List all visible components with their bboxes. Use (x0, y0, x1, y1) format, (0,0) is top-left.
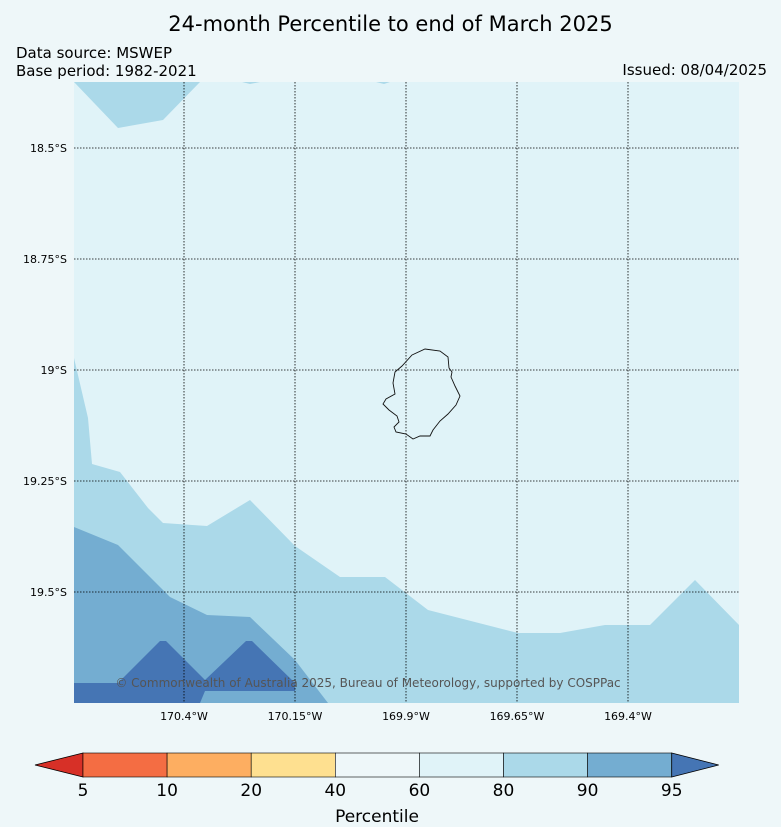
colorbar-tick-label: 60 (409, 781, 431, 801)
map-area: © Commonwealth of Australia 2025, Bureau… (74, 82, 739, 703)
colorbar-tick-label: 10 (156, 781, 178, 801)
colorbar-tick-label: 5 (78, 781, 89, 801)
percentile-90-95-fleck (242, 82, 260, 84)
colorbar: 5 10 20 40 60 80 90 95 (34, 752, 719, 801)
colorbar-segment (334, 752, 420, 778)
lat-label: 19°S (41, 364, 67, 377)
colorbar-tick-label: 95 (661, 781, 683, 801)
lon-label: 169.4°W (604, 710, 652, 723)
colorbar-title: Percentile (335, 807, 419, 827)
colorbar-segment (166, 752, 252, 778)
issued-date-label: Issued: 08/04/2025 (622, 61, 767, 79)
colorbar-tick-label: 20 (240, 781, 262, 801)
colorbar-tick-label: 90 (577, 781, 599, 801)
percentile-95-plus-region (74, 641, 295, 703)
longitude-labels: 170.4°W 170.15°W 169.9°W 169.65°W 169.4°… (160, 710, 652, 723)
latitude-labels: 18.5°S 18.75°S 19°S 19.25°S 19.5°S (23, 142, 67, 599)
colorbar-tick-label: 40 (324, 781, 346, 801)
base-period-label: Base period: 1982-2021 (16, 62, 197, 80)
lat-label: 19.5°S (30, 586, 67, 599)
data-source-label: Data source: MSWEP (16, 44, 173, 62)
lat-label: 18.75°S (23, 253, 67, 266)
colorbar-segment (587, 752, 672, 778)
percentile-90-95-region-north (74, 82, 200, 128)
colorbar-segment (419, 752, 504, 778)
map-title: 24-month Percentile to end of March 2025 (168, 12, 613, 36)
colorbar-segment (250, 752, 336, 778)
colorbar-extend-low (34, 752, 84, 778)
colorbar-extend-high (671, 752, 719, 778)
lat-label: 18.5°S (30, 142, 67, 155)
map-meta-left: Data source: MSWEP Base period: 1982-202… (16, 44, 197, 80)
lat-label: 19.25°S (23, 475, 67, 488)
colorbar-segment (82, 752, 168, 778)
colorbar-tick-label: 80 (493, 781, 515, 801)
lon-label: 170.15°W (268, 710, 323, 723)
colorbar-segment (503, 752, 588, 778)
graticule (74, 82, 739, 703)
copyright-credit: © Commonwealth of Australia 2025, Bureau… (115, 676, 620, 690)
lon-label: 170.4°W (160, 710, 208, 723)
percentile-90-95-fleck (376, 82, 390, 84)
lon-label: 169.65°W (490, 710, 545, 723)
niue-coastline (382, 348, 461, 440)
lon-label: 169.9°W (382, 710, 430, 723)
